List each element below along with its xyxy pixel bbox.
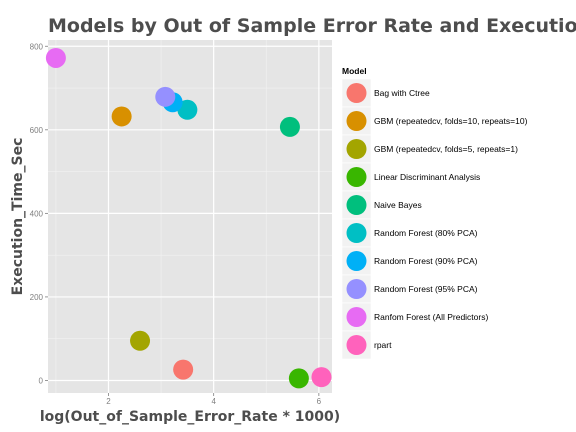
legend-key-marker [346,111,367,131]
x-tick-label: 4 [211,397,216,406]
y-tick-label: 600 [30,126,44,135]
legend-key-marker [346,139,367,159]
legend-label: rpart [374,340,392,350]
x-tick-label: 6 [317,397,322,406]
data-point [130,330,151,351]
x-tick-label: 2 [106,397,111,406]
legend-label: Bag with Ctree [374,88,430,98]
legend-key-marker [346,307,367,327]
legend-key-marker [346,279,367,299]
legend-key-marker [346,167,367,187]
data-point [155,86,176,107]
legend-key-marker [346,223,367,243]
data-point [311,367,332,388]
y-axis-title: Execution_Time_Sec [10,138,26,296]
data-point [288,368,309,389]
legend: Bag with Ctree GBM (repeatedcv, folds=10,… [341,78,528,360]
x-axis-ticks: 2 4 6 [106,393,322,406]
data-point [279,116,300,137]
data-point [45,47,66,68]
legend-key-marker [346,335,367,355]
legend-label: Linear Discriminant Analysis [374,172,480,182]
plot-panel [48,40,332,393]
legend-key-marker [346,195,367,215]
legend-title: Model [342,66,367,76]
data-point [111,106,132,127]
y-tick-label: 800 [30,42,44,51]
legend-label: Random Forest (90% PCA) [374,256,478,266]
legend-label: Naive Bayes [374,200,422,210]
y-tick-label: 200 [30,293,44,302]
legend-label: Ranfom Forest (All Predictors) [374,312,488,322]
chart-title: Models by Out of Sample Error Rate and E… [48,15,576,37]
legend-label: GBM (repeatedcv, folds=5, repeats=1) [374,144,518,154]
data-point [177,99,198,120]
legend-key-marker [346,251,367,271]
x-axis-title: log(Out_of_Sample_Error_Rate * 1000) [40,409,340,425]
data-points [45,47,332,389]
legend-label: Random Forest (95% PCA) [374,284,478,294]
y-tick-label: 0 [39,376,44,385]
y-axis-ticks: 0 200 400 600 800 [30,42,48,385]
y-tick-label: 400 [30,209,44,218]
legend-label: GBM (repeatedcv, folds=10, repeats=10) [374,116,528,126]
data-point [173,359,194,380]
legend-label: Random Forest (80% PCA) [374,228,478,238]
legend-key-marker [346,83,367,103]
